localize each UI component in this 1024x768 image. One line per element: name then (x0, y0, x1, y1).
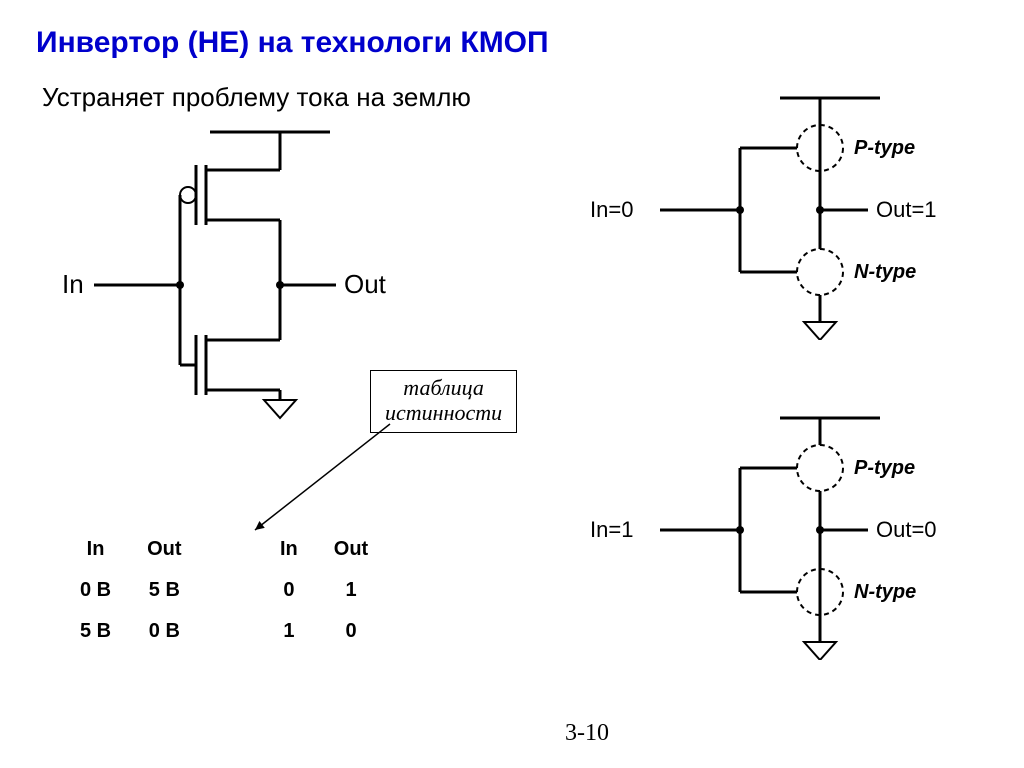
table-cell: 1 (262, 620, 316, 643)
truth-table-voltage: InOut0 В5 В5 В0 В (62, 520, 200, 661)
svg-text:In: In (62, 269, 84, 299)
cmos-inverter-schematic: In Out (60, 110, 400, 420)
table-header: Out (129, 538, 199, 561)
svg-text:N-type: N-type (854, 261, 916, 283)
svg-text:P-type: P-type (854, 457, 915, 479)
svg-text:In=1: In=1 (590, 517, 633, 542)
svg-text:Out=0: Out=0 (876, 517, 937, 542)
table-cell: 0 В (129, 620, 199, 643)
table-row: 10 (262, 620, 386, 643)
table-cell: 1 (316, 579, 386, 602)
svg-text:Out: Out (344, 269, 387, 299)
state-diagram-in0: In=0 Out=1 P-type N-type (550, 80, 990, 340)
truth-table-logic: InOut0110 (262, 520, 386, 661)
callout-line1: таблица (385, 375, 502, 400)
table-cell: 5 В (129, 579, 199, 602)
svg-text:Out=1: Out=1 (876, 197, 937, 222)
state-diagram-in1: In=1 Out=0 P-type N-type (550, 400, 990, 660)
table-row: 0 В5 В (62, 579, 200, 602)
table-cell: 0 (316, 620, 386, 643)
callout-line2: истинности (385, 400, 502, 425)
page-number: 3-10 (565, 720, 609, 747)
table-row: 01 (262, 579, 386, 602)
table-header: Out (316, 538, 386, 561)
table-cell: 0 В (62, 579, 129, 602)
table-row: 5 В0 В (62, 620, 200, 643)
svg-text:N-type: N-type (854, 581, 916, 603)
slide-title: Инвертор (НЕ) на технологи КМОП (36, 26, 549, 60)
slide-subtitle: Устраняет проблему тока на землю (42, 82, 471, 113)
svg-text:P-type: P-type (854, 137, 915, 159)
truth-table-callout: таблица истинности (370, 370, 517, 433)
table-header: In (262, 538, 316, 561)
table-cell: 5 В (62, 620, 129, 643)
svg-text:In=0: In=0 (590, 197, 633, 222)
table-cell: 0 (262, 579, 316, 602)
table-header: In (62, 538, 129, 561)
